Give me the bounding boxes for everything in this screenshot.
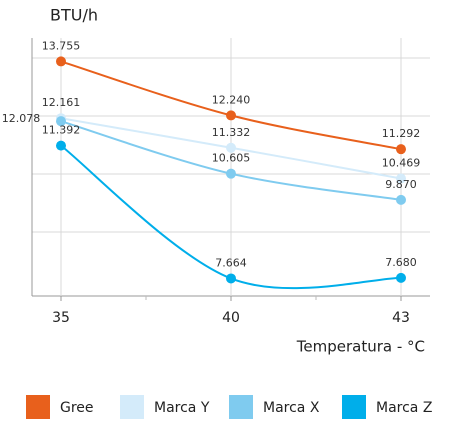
data-point	[226, 142, 236, 153]
legend-label: Marca X	[263, 400, 320, 416]
x-tick-label: 40	[222, 310, 240, 326]
data-point	[226, 110, 236, 121]
data-point	[226, 168, 236, 179]
data-label: 10.469	[382, 157, 421, 170]
y-axis-label: BTU/h	[50, 6, 98, 25]
data-point	[396, 194, 406, 205]
legend-swatch	[120, 395, 144, 419]
data-point	[56, 116, 66, 127]
data-label: 11.392	[42, 124, 81, 137]
x-tick-label: 35	[52, 310, 70, 326]
x-axis-label: Temperatura - °C	[296, 338, 425, 356]
legend-label: Gree	[60, 400, 94, 416]
legend-label: Marca Y	[154, 400, 210, 416]
legend-label: Marca Z	[376, 400, 432, 416]
data-label: 12.240	[212, 93, 251, 106]
data-label: 12.161	[42, 96, 81, 109]
data-point	[56, 56, 66, 67]
data-point	[396, 144, 406, 155]
data-label: 13.755	[42, 39, 81, 52]
data-label: 7.680	[385, 256, 417, 269]
data-label: 12.078	[2, 112, 41, 125]
legend-swatch	[229, 395, 253, 419]
legend-swatch	[342, 395, 366, 419]
data-point	[56, 140, 66, 151]
data-label: 9.870	[385, 178, 417, 191]
data-point	[396, 173, 406, 184]
data-label: 10.605	[212, 152, 251, 165]
data-label: 11.292	[382, 127, 421, 140]
data-point	[396, 272, 406, 283]
legend-swatch	[26, 395, 50, 419]
x-tick-label: 43	[392, 310, 410, 326]
data-point	[226, 273, 236, 284]
data-label: 7.664	[215, 256, 247, 269]
data-label: 11.332	[212, 126, 251, 139]
